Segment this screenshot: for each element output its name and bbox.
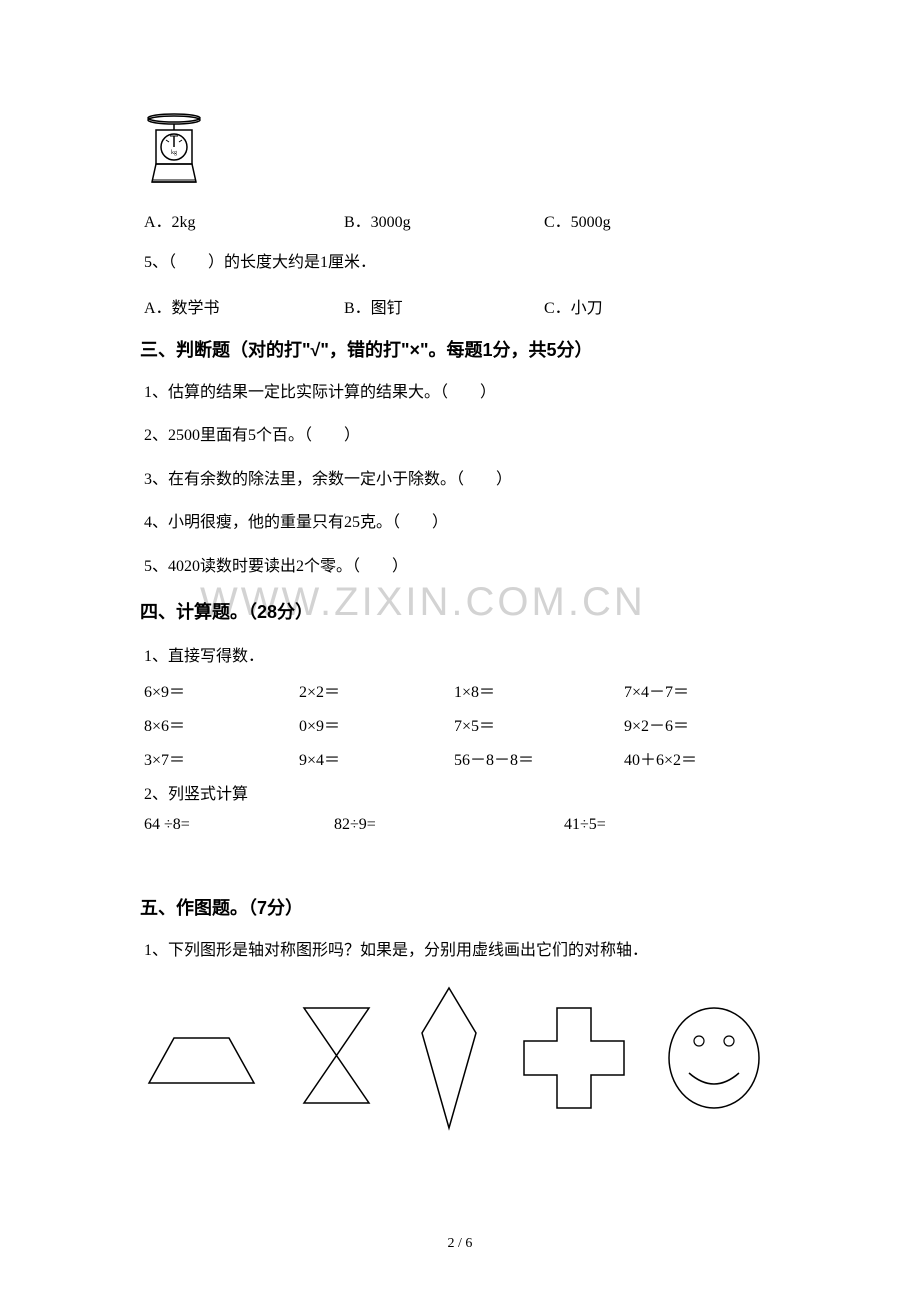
calc-cell: 8×6＝ xyxy=(144,712,299,736)
q4-option-a: A．2kg xyxy=(144,208,344,232)
weighing-scale-icon: kg xyxy=(144,110,780,190)
q5-options: A．数学书 B．图钉 C．小刀 xyxy=(144,294,780,318)
s3-item-4: 4、小明很瘦，他的重量只有25克。（ ） xyxy=(144,510,780,536)
calc-cell: 9×4＝ xyxy=(299,746,454,770)
calc-cell: 7×5＝ xyxy=(454,712,624,736)
section5-title: 五、作图题。（7分） xyxy=(140,894,780,920)
calc-cell: 56－8－8＝ xyxy=(454,746,624,770)
shapes-row xyxy=(144,983,780,1133)
diamond-shape xyxy=(414,983,484,1133)
bowtie-shape xyxy=(294,1003,379,1113)
q4-option-c: C．5000g xyxy=(544,208,611,232)
s5-q1: 1、下列图形是轴对称图形吗？如果是，分别用虚线画出它们的对称轴． xyxy=(144,938,780,964)
calc-row-1: 6×9＝ 2×2＝ 1×8＝ 7×4－7＝ xyxy=(144,678,780,702)
svg-text:kg: kg xyxy=(171,150,177,156)
calc-cell: 0×9＝ xyxy=(299,712,454,736)
calc-cell: 41÷5= xyxy=(564,816,606,834)
s4-sub2: 2、列竖式计算 xyxy=(144,780,780,804)
calc-cell: 9×2－6＝ xyxy=(624,712,779,736)
s3-item-3: 3、在有余数的除法里，余数一定小于除数。（ ） xyxy=(144,467,780,493)
calc-row-4: 64 ÷8= 82÷9= 41÷5= xyxy=(144,816,780,834)
q4-options: A．2kg B．3000g C．5000g xyxy=(144,208,780,232)
section3-title: 三、判断题（对的打"√"，错的打"×"。每题1分，共5分） xyxy=(140,336,780,362)
section4-title: 四、计算题。（28分） xyxy=(140,598,780,624)
calc-cell: 64 ÷8= xyxy=(144,816,334,834)
q5-option-a: A．数学书 xyxy=(144,294,344,318)
s3-item-1: 1、估算的结果一定比实际计算的结果大。（ ） xyxy=(144,380,780,406)
q5-option-b: B．图钉 xyxy=(344,294,544,318)
calc-cell: 40＋6×2＝ xyxy=(624,746,779,770)
s3-item-2: 2、2500里面有5个百。（ ） xyxy=(144,423,780,449)
s3-item-5: 5、4020读数时要读出2个零。（ ） xyxy=(144,554,780,580)
calc-cell: 7×4－7＝ xyxy=(624,678,779,702)
calc-cell: 3×7＝ xyxy=(144,746,299,770)
q5-option-c: C．小刀 xyxy=(544,294,603,318)
calc-cell: 82÷9= xyxy=(334,816,564,834)
q4-option-b: B．3000g xyxy=(344,208,544,232)
calc-row-2: 8×6＝ 0×9＝ 7×5＝ 9×2－6＝ xyxy=(144,712,780,736)
calc-cell: 6×9＝ xyxy=(144,678,299,702)
page-number: 2 / 6 xyxy=(0,1236,920,1252)
calc-cell: 2×2＝ xyxy=(299,678,454,702)
calc-row-3: 3×7＝ 9×4＝ 56－8－8＝ 40＋6×2＝ xyxy=(144,746,780,770)
calc-cell: 1×8＝ xyxy=(454,678,624,702)
q5-stem: 5、（ ）的长度大约是1厘米． xyxy=(144,250,780,276)
s4-sub1: 1、直接写得数． xyxy=(144,642,780,666)
trapezoid-shape xyxy=(144,1028,259,1088)
smiley-face-shape xyxy=(664,1003,764,1113)
cross-shape xyxy=(519,1003,629,1113)
